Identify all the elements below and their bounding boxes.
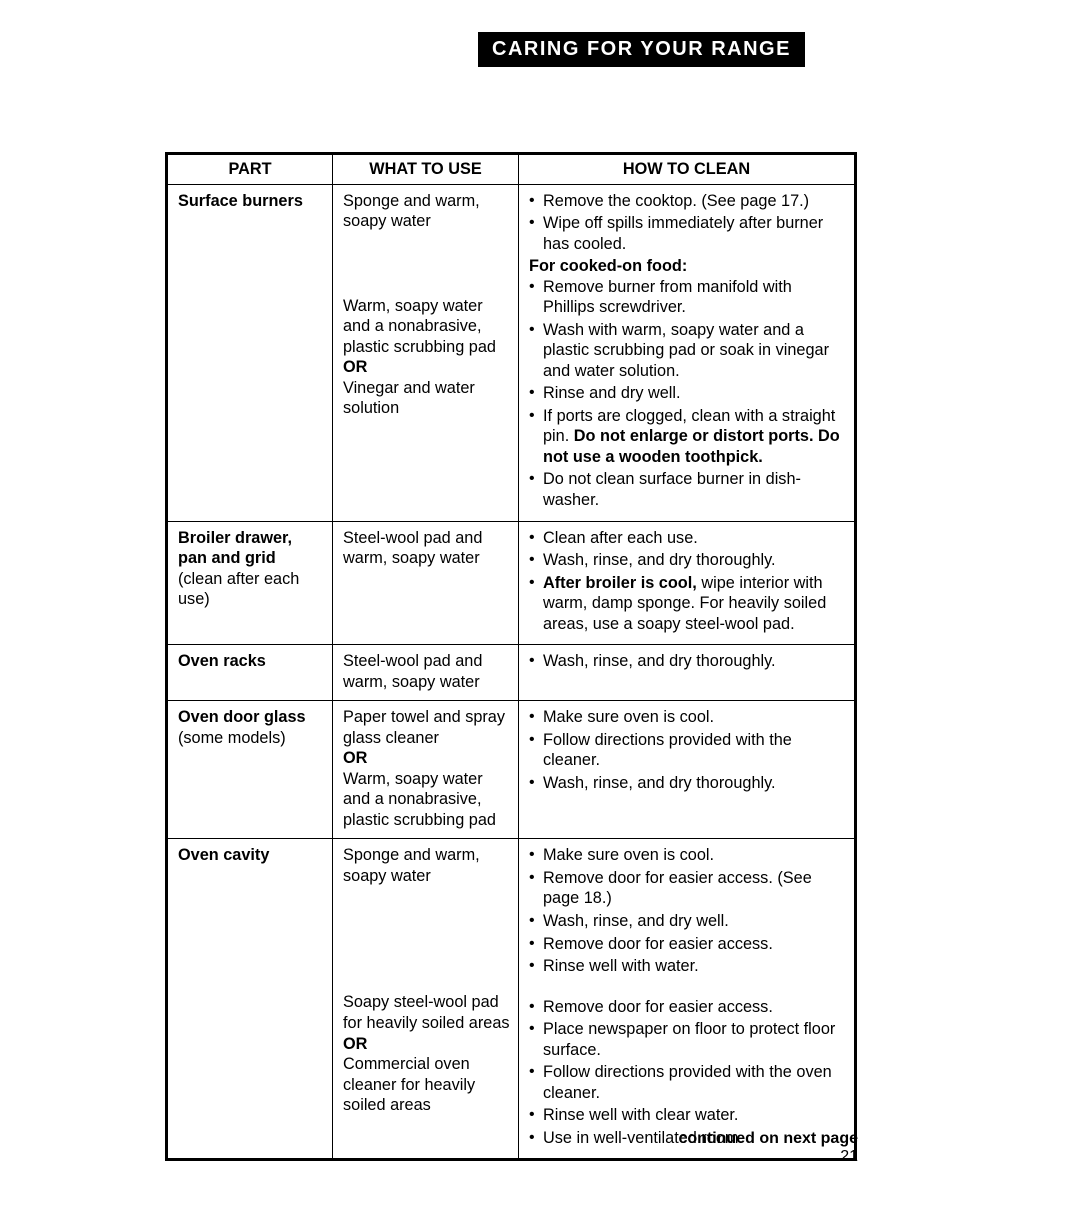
how-item: Follow directions provided with the clea… (529, 730, 846, 771)
how-item: Make sure oven is cool. (529, 845, 846, 866)
cell-how: Wash, rinse, and dry thoroughly. (519, 645, 855, 701)
cleaning-table: PART WHAT TO USE HOW TO CLEAN Surface bu… (165, 152, 857, 1161)
use-text: Vinegar and water solution (343, 378, 510, 419)
how-item: Wash with warm, soapy water and a plasti… (529, 320, 846, 382)
cell-part: Broiler drawer, pan and grid (clean afte… (168, 521, 333, 645)
how-item: If ports are clogged, clean with a strai… (529, 406, 846, 468)
how-item: Follow directions provided with the oven… (529, 1062, 846, 1103)
page-footer: continued on next page 21 (678, 1130, 858, 1166)
part-name: Oven door glass (178, 708, 306, 726)
how-item-bold: After broiler is cool, (543, 574, 697, 592)
cell-use: Paper towel and spray glass cleaner OR W… (333, 701, 519, 839)
how-item: Remove door for easier access. (See page… (529, 868, 846, 909)
part-name: Oven cavity (178, 846, 269, 864)
use-text: Sponge and warm, soapy water (343, 191, 510, 232)
use-text: Warm, soapy water and a nonabrasive, pla… (343, 296, 510, 358)
how-item: Wipe off spills immediately after burner… (529, 213, 846, 254)
how-item: Remove door for easier access. (529, 997, 846, 1018)
use-or: OR (343, 357, 510, 378)
cell-how: Remove the cooktop. (See page 17.) Wipe … (519, 184, 855, 521)
cell-use: Sponge and warm, soapy water Soapy steel… (333, 839, 519, 1159)
how-item: Remove door for easier access. (529, 934, 846, 955)
cell-use: Steel-wool pad and warm, soapy water (333, 521, 519, 645)
how-item: Wash, rinse, and dry thoroughly. (529, 651, 846, 672)
how-item: Wash, rinse, and dry thoroughly. (529, 773, 846, 794)
how-item: Remove burner from manifold with Phillip… (529, 277, 846, 318)
how-item: Rinse well with water. (529, 956, 846, 977)
table-header-row: PART WHAT TO USE HOW TO CLEAN (168, 155, 855, 185)
cell-use: Sponge and warm, soapy water Warm, soapy… (333, 184, 519, 521)
how-item: Remove the cooktop. (See page 17.) (529, 191, 846, 212)
table-row: Oven door glass (some models) Paper towe… (168, 701, 855, 839)
use-text: Paper towel and spray glass cleaner (343, 707, 510, 748)
cell-use: Steel-wool pad and warm, soapy water (333, 645, 519, 701)
how-item: Do not clean surface burner in dish­wash… (529, 469, 846, 510)
cell-part: Oven cavity (168, 839, 333, 1159)
cell-how: Clean after each use. Wash, rinse, and d… (519, 521, 855, 645)
part-name: Surface burners (178, 192, 303, 210)
use-or: OR (343, 748, 510, 769)
table-row: Surface burners Sponge and warm, soapy w… (168, 184, 855, 521)
how-item: Wash, rinse, and dry thoroughly. (529, 550, 846, 571)
table-row: Broiler drawer, pan and grid (clean afte… (168, 521, 855, 645)
col-what-to-use: WHAT TO USE (333, 155, 519, 185)
cell-how: Make sure oven is cool. Remove door for … (519, 839, 855, 1159)
cell-how: Make sure oven is cool. Follow direction… (519, 701, 855, 839)
how-item: Make sure oven is cool. (529, 707, 846, 728)
how-item: Clean after each use. (529, 528, 846, 549)
continued-label: continued on next page (678, 1130, 858, 1148)
page-number: 21 (678, 1148, 858, 1166)
section-header: CARING FOR YOUR RANGE (478, 32, 805, 67)
use-text: Commercial oven cleaner for heavily soil… (343, 1054, 510, 1116)
col-how-to-clean: HOW TO CLEAN (519, 155, 855, 185)
use-text: Sponge and warm, soapy water (343, 845, 510, 886)
cell-part: Oven racks (168, 645, 333, 701)
table-row: Oven cavity Sponge and warm, soapy water… (168, 839, 855, 1159)
use-text: Soapy steel-wool pad for heavily soiled … (343, 992, 510, 1033)
use-or: OR (343, 1034, 510, 1055)
how-item: After broiler is cool, wipe interior wit… (529, 573, 846, 635)
how-item: Rinse well with clear water. (529, 1105, 846, 1126)
part-note: (clean after each use) (178, 570, 299, 609)
cell-part: Oven door glass (some models) (168, 701, 333, 839)
how-item-bold: Do not enlarge or distort ports. Do not … (543, 427, 840, 466)
part-name: Broiler drawer, pan and grid (178, 529, 292, 568)
how-subhead: For cooked-on food: (529, 256, 846, 277)
col-part: PART (168, 155, 333, 185)
how-item: Rinse and dry well. (529, 383, 846, 404)
part-name: Oven racks (178, 652, 266, 670)
part-note: (some models) (178, 729, 286, 747)
how-item: Wash, rinse, and dry well. (529, 911, 846, 932)
how-item: Place newspaper on floor to protect floo… (529, 1019, 846, 1060)
cell-part: Surface burners (168, 184, 333, 521)
use-text: Warm, soapy water and a nonabrasive, pla… (343, 769, 510, 831)
table-row: Oven racks Steel-wool pad and warm, soap… (168, 645, 855, 701)
